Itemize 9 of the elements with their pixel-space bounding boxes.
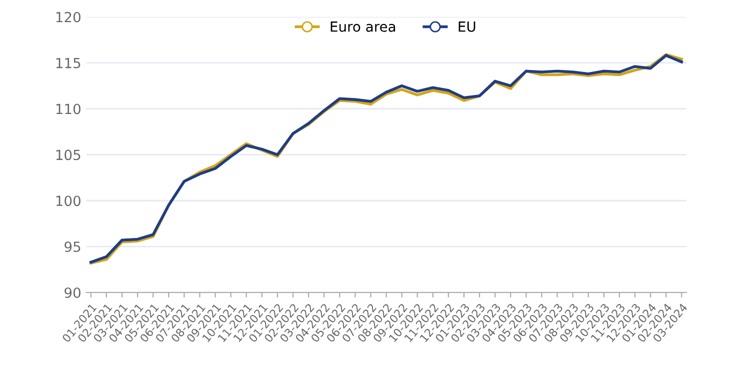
y-tick-label: 115 — [56, 58, 80, 68]
y-tick-label: 100 — [56, 196, 80, 206]
y-tick-label: 105 — [56, 150, 80, 160]
y-tick-label: 90 — [64, 287, 80, 298]
y-tick-label: 95 — [64, 242, 80, 252]
y-tick-label: 120 — [56, 12, 80, 22]
legend-label: Euro area — [330, 22, 396, 32]
y-tick-label: 110 — [56, 104, 80, 114]
legend-label: EU — [458, 22, 476, 32]
